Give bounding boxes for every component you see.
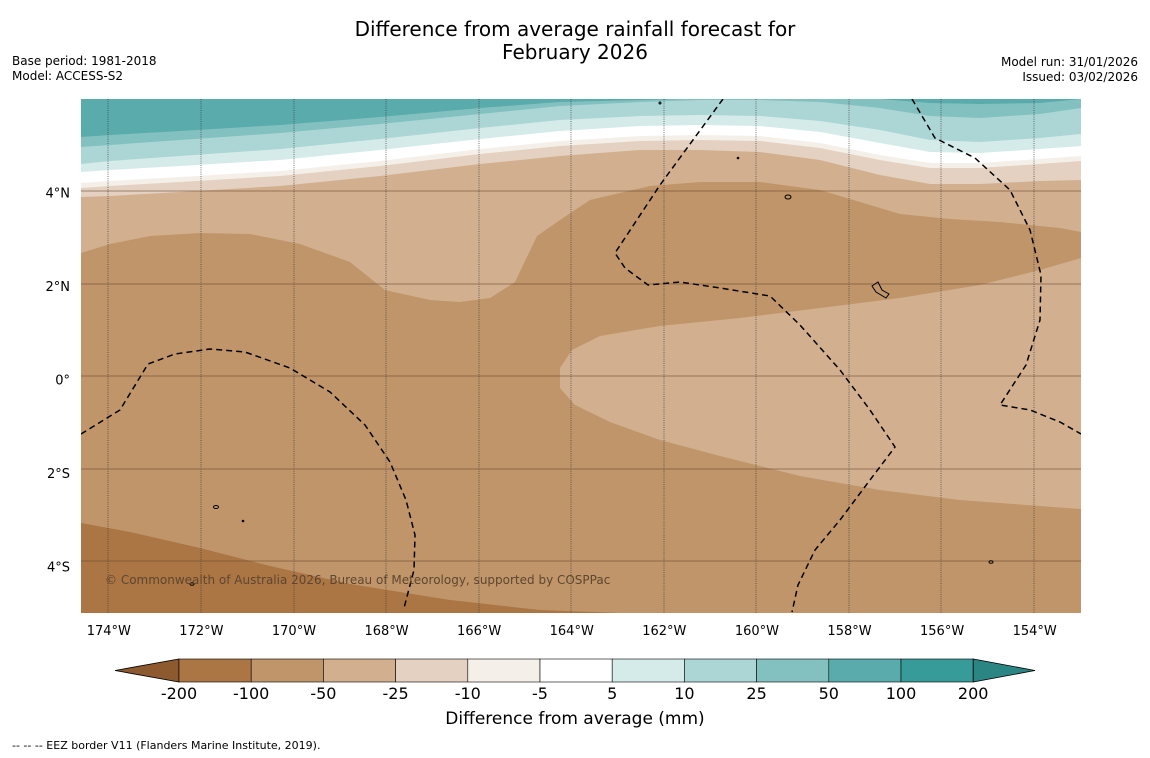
- latitude-labels: 4°N 2°N 0° 2°S 4°S: [46, 186, 71, 575]
- band-southeast-dry-50: [560, 258, 1081, 509]
- island: [871, 281, 890, 299]
- colorbar-tick-label: -200: [161, 684, 197, 703]
- longitude-label: 172°W: [179, 624, 223, 639]
- colorbar-tick-label: 200: [958, 684, 989, 703]
- colorbar-segment: [684, 658, 757, 683]
- eez-border-central: [614, 99, 896, 613]
- latitude-gridlines: [81, 190, 1081, 562]
- islands: [189, 101, 994, 586]
- island: [736, 156, 740, 160]
- colorbar-segment: [828, 658, 902, 683]
- colorbar-title: Difference from average (mm): [445, 709, 705, 729]
- latitude-label: 4°N: [46, 186, 71, 201]
- longitude-label: 162°W: [642, 624, 686, 639]
- issued-date: Issued: 03/02/2026: [1022, 70, 1138, 84]
- colorbar-segment: [323, 658, 396, 683]
- colorbar-segment: [611, 658, 685, 683]
- island: [784, 194, 792, 200]
- band-north-wet-50: [81, 99, 1081, 137]
- island: [658, 101, 662, 105]
- colorbar: -200 -100 -50 -25 -10 -5 5 10 25 50 100 200: [114, 658, 1036, 703]
- longitude-label: 170°W: [272, 624, 316, 639]
- colorbar-tick-label: -10: [455, 684, 481, 703]
- colorbar-tick-label: -25: [383, 684, 409, 703]
- island: [241, 519, 245, 523]
- longitude-label: 156°W: [920, 624, 964, 639]
- colorbar-segment: [395, 658, 469, 683]
- longitude-label: 164°W: [550, 624, 594, 639]
- colorbar-segment: [178, 658, 252, 683]
- copyright-notice: © Commonwealth of Australia 2026, Bureau…: [105, 573, 610, 587]
- colorbar-extend-low: [114, 658, 180, 683]
- colorbar-segment: [467, 658, 541, 683]
- colorbar-tick-label: 5: [607, 684, 617, 703]
- map-area: © Commonwealth of Australia 2026, Bureau…: [81, 99, 1081, 613]
- colorbar-segment: [756, 658, 830, 683]
- meta-right: Model run: 31/01/2026 Issued: 03/02/2026: [1001, 55, 1138, 85]
- eez-border-west: [81, 348, 416, 609]
- latitude-label: 0°: [55, 373, 70, 388]
- colorbar-tick-label: -50: [310, 684, 336, 703]
- longitude-labels: 174°W 172°W 170°W 168°W 166°W 164°W 162°W 160°W…: [87, 624, 1057, 639]
- colorbar-tick-label: -100: [233, 684, 269, 703]
- colorbar-segment: [900, 658, 974, 683]
- colorbar-tick-label: -5: [532, 684, 548, 703]
- model-name: Model: ACCESS-S2: [12, 69, 124, 83]
- band-southwest-dry-100: [81, 523, 620, 613]
- title-line-2: February 2026: [502, 40, 648, 64]
- latitude-label: 4°S: [47, 560, 70, 575]
- eez-border-east: [911, 99, 1081, 435]
- colorbar-tick-label: 50: [819, 684, 839, 703]
- eez-borders: [81, 99, 1081, 613]
- colorbar-tick-label: 25: [746, 684, 766, 703]
- longitude-label: 174°W: [87, 624, 131, 639]
- colorbar-segment: [539, 658, 613, 683]
- longitude-label: 160°W: [735, 624, 779, 639]
- map-title: Difference from average rainfall forecas…: [0, 18, 1150, 64]
- eez-footnote: -- -- -- EEZ border V11 (Flanders Marine…: [12, 739, 321, 752]
- island: [213, 505, 219, 509]
- title-line-1: Difference from average rainfall forecas…: [354, 17, 796, 41]
- longitude-label: 154°W: [1013, 624, 1057, 639]
- latitude-label: 2°S: [47, 467, 70, 482]
- meta-left: Base period: 1981-2018 Model: ACCESS-S2: [12, 54, 157, 84]
- colorbar-tick-label: 10: [674, 684, 694, 703]
- model-run: Model run: 31/01/2026: [1000, 55, 1138, 69]
- longitude-label: 168°W: [364, 624, 408, 639]
- island: [988, 560, 994, 564]
- base-period: Base period: 1981-2018: [12, 54, 157, 68]
- island: [189, 582, 195, 586]
- longitude-label: 158°W: [827, 624, 871, 639]
- latitude-label: 2°N: [46, 280, 71, 295]
- colorbar-tick-label: 100: [886, 684, 917, 703]
- colorbar-extend-high: [972, 658, 1036, 683]
- colorbar-segment: [250, 658, 324, 683]
- longitude-label: 166°W: [457, 624, 501, 639]
